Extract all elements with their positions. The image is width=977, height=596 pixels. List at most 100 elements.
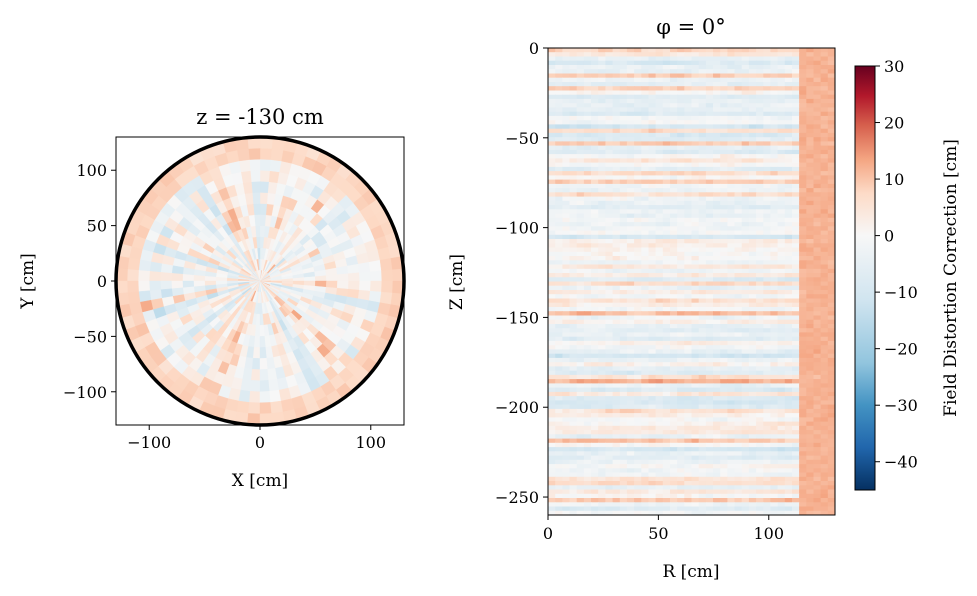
- rz-heatmap-cell: [748, 107, 757, 113]
- rz-heatmap-cell: [813, 311, 822, 316]
- rz-heatmap-cell: [555, 166, 563, 172]
- rz-heatmap-cell: [548, 205, 556, 210]
- rz-heatmap-cell: [799, 141, 807, 147]
- rz-heatmap-cell: [741, 213, 750, 219]
- rz-heatmap-cell: [641, 200, 650, 206]
- rz-heatmap-cell: [770, 438, 779, 444]
- rz-heatmap-cell: [799, 251, 807, 257]
- rz-heatmap-cell: [598, 324, 606, 329]
- rz-heatmap-cell: [770, 319, 779, 325]
- rz-heatmap-cell: [641, 251, 650, 257]
- rz-heatmap-cell: [777, 294, 786, 299]
- rz-heatmap-cell: [713, 188, 721, 193]
- rz-heatmap-cell: [662, 196, 671, 202]
- rz-heatmap-cell: [784, 328, 793, 333]
- rz-heatmap-cell: [770, 357, 779, 363]
- rz-heatmap-cell: [734, 247, 743, 253]
- rz-heatmap-cell: [741, 247, 750, 253]
- rz-heatmap-cell: [591, 459, 599, 465]
- rz-heatmap-cell: [555, 277, 563, 283]
- rz-heatmap-cell: [612, 226, 621, 232]
- xy-heatmap-cell: [359, 271, 372, 282]
- rz-heatmap-cell: [555, 349, 563, 355]
- rz-heatmap-cell: [605, 256, 614, 261]
- rz-heatmap-cell: [626, 400, 635, 406]
- rz-heatmap-cell: [612, 82, 621, 87]
- rz-heatmap-cell: [648, 107, 657, 113]
- rz-heatmap-cell: [813, 374, 822, 380]
- rz-heatmap-cell: [720, 251, 728, 257]
- rz-heatmap-cell: [662, 425, 671, 431]
- rz-heatmap-cell: [698, 94, 707, 100]
- rz-heatmap-cell: [576, 115, 585, 121]
- rz-heatmap-cell: [655, 192, 664, 198]
- rz-heatmap-cell: [598, 103, 606, 108]
- rz-heatmap-cell: [698, 192, 707, 198]
- rz-heatmap-cell: [598, 256, 606, 261]
- rz-heatmap-cell: [734, 137, 743, 142]
- rz-heatmap-cell: [662, 281, 671, 287]
- rz-heatmap-cell: [605, 192, 614, 198]
- rz-heatmap-cell: [583, 324, 592, 329]
- rz-heatmap-cell: [777, 349, 786, 355]
- rz-heatmap-cell: [591, 324, 599, 329]
- rz-heatmap-cell: [813, 391, 822, 397]
- rz-heatmap-cell: [756, 281, 764, 287]
- rz-heatmap-cell: [813, 404, 822, 410]
- rz-heatmap-cell: [677, 383, 685, 389]
- rz-heatmap-cell: [748, 434, 757, 440]
- rz-heatmap-cell: [763, 86, 772, 91]
- rz-heatmap-cell: [698, 408, 707, 414]
- rz-heatmap-cell: [583, 370, 592, 376]
- xy-heatmap-cell: [238, 389, 251, 403]
- rz-heatmap-cell: [626, 179, 635, 185]
- rz-heatmap-cell: [756, 379, 764, 384]
- rz-heatmap-cell: [670, 243, 678, 249]
- rz-heatmap-cell: [605, 421, 614, 427]
- rz-heatmap-cell: [648, 349, 657, 355]
- rz-heatmap-cell: [641, 413, 650, 418]
- rz-heatmap-cell: [713, 425, 721, 431]
- rz-heatmap-cell: [820, 175, 829, 181]
- rz-heatmap-cell: [677, 82, 685, 87]
- rz-heatmap-cell: [756, 374, 764, 380]
- rz-heatmap-cell: [662, 298, 671, 304]
- rz-heatmap-cell: [756, 120, 764, 125]
- rz-heatmap-cell: [799, 213, 807, 219]
- rz-heatmap-cell: [705, 281, 714, 287]
- rz-heatmap-cell: [684, 94, 693, 100]
- rz-heatmap-cell: [591, 217, 599, 223]
- rz-heatmap-cell: [820, 332, 829, 338]
- rz-heatmap-cell: [720, 230, 728, 236]
- rz-heatmap-cell: [763, 260, 772, 266]
- rz-heatmap-cell: [548, 69, 556, 74]
- rz-heatmap-cell: [799, 179, 807, 185]
- rz-heatmap-cell: [641, 336, 650, 342]
- rz-heatmap-cell: [562, 366, 571, 372]
- rz-heatmap-cell: [727, 353, 736, 359]
- rz-heatmap-cell: [576, 192, 585, 198]
- rz-heatmap-cell: [677, 149, 685, 155]
- rz-heatmap-cell: [569, 115, 578, 121]
- rz-heatmap-cell: [569, 268, 578, 274]
- rz-heatmap-cell: [591, 447, 599, 452]
- rz-heatmap-cell: [569, 404, 578, 410]
- rz-heatmap-cell: [655, 86, 664, 91]
- rz-heatmap-cell: [734, 230, 743, 236]
- rz-heatmap-cell: [705, 307, 714, 312]
- rz-heatmap-cell: [684, 149, 693, 155]
- rz-heatmap-cell: [820, 132, 829, 138]
- rz-heatmap-cell: [576, 455, 585, 461]
- rz-heatmap-cell: [748, 145, 757, 151]
- rz-heatmap-cell: [820, 442, 829, 448]
- rz-heatmap-cell: [583, 98, 592, 104]
- rz-heatmap-cell: [619, 430, 628, 435]
- rz-heatmap-cell: [756, 256, 764, 261]
- rz-heatmap-cell: [705, 459, 714, 465]
- rz-heatmap-cell: [619, 65, 628, 70]
- rz-heatmap-cell: [827, 239, 835, 244]
- rz-heatmap-cell: [784, 387, 793, 393]
- rz-heatmap-cell: [641, 345, 650, 350]
- rz-heatmap-cell: [698, 383, 707, 389]
- rz-heatmap-cell: [576, 464, 585, 469]
